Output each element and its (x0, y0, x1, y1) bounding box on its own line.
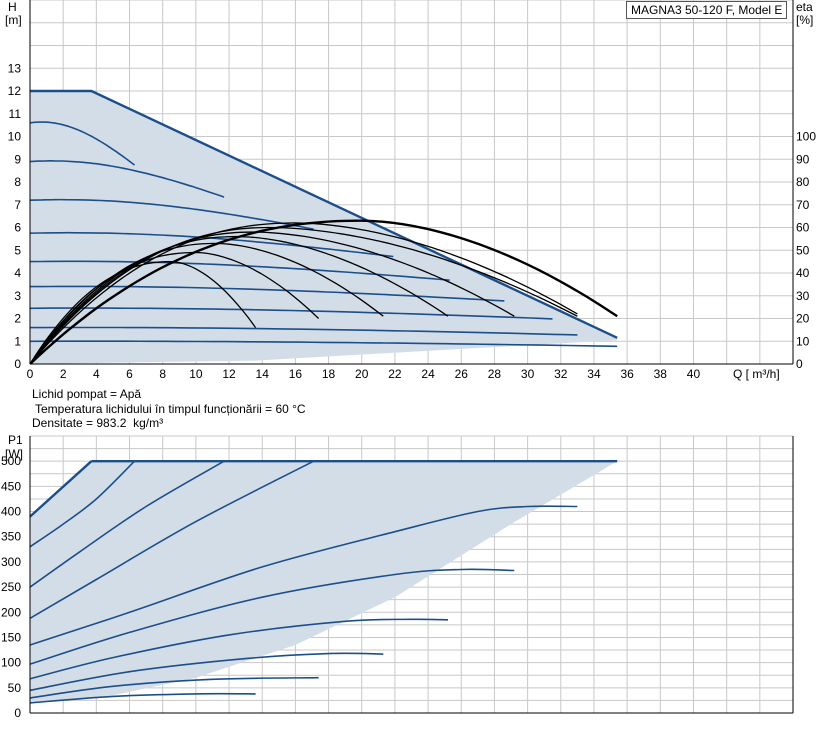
y-tick-label: 12 (8, 84, 22, 98)
head-curve (29, 326, 578, 336)
power-area (30, 461, 618, 704)
p1-tick-label: 450 (1, 479, 21, 493)
x-tick-label: 2 (60, 367, 67, 381)
p1-tick-label: 150 (1, 630, 21, 644)
y-axis-label: H (8, 0, 17, 14)
power-curve (29, 460, 314, 619)
y-tick-label: 7 (14, 198, 21, 212)
x-tick-label: 4 (93, 367, 100, 381)
eta-curve (29, 219, 618, 365)
y2-tick-label: 20 (796, 312, 810, 326)
head-curve (29, 121, 136, 166)
p1-tick-label: 50 (8, 681, 22, 695)
x-tick-label: 32 (554, 367, 568, 381)
y2-tick-label: 0 (796, 357, 803, 371)
power-curve (29, 618, 449, 680)
power-curve (29, 676, 319, 699)
p1-tick-label: 250 (1, 580, 21, 594)
y-tick-label: 3 (14, 289, 21, 303)
x-tick-label: 14 (256, 367, 270, 381)
power-curve (29, 505, 578, 646)
eta-curve (29, 226, 578, 365)
y-tick-label: 11 (9, 107, 22, 121)
head-chart: 0 2 4 6 8 10 12 14 16 18 20 22 24 26 28 30 32 34 36 38 40012… (5, 0, 816, 381)
y2-tick-label: 90 (796, 152, 810, 166)
y-tick-label: 2 (14, 312, 21, 326)
x-tick-label: 40 (687, 367, 701, 381)
head-curve (29, 260, 450, 281)
y-tick-label: 6 (14, 221, 21, 235)
x-tick-label: 0 (27, 367, 34, 381)
x-tick-label: 8 (159, 367, 166, 381)
x-tick-label: 12 (222, 367, 236, 381)
y-tick-label: 5 (14, 243, 21, 257)
p1-axis-label: P1 (8, 433, 23, 447)
head-curve (29, 160, 225, 198)
temperature-info: Temperatura lichidului în timpul funcțio… (35, 402, 306, 416)
y-axis-unit: [m] (5, 13, 22, 27)
density-info: Densitate = 983.2 kg/m³ (32, 416, 164, 430)
y-tick-label: 1 (14, 334, 21, 348)
operating-area (30, 91, 618, 364)
y2-axis-unit: [%] (796, 13, 813, 27)
x-tick-label: 34 (587, 367, 601, 381)
power-curve (29, 460, 225, 588)
x-tick-label: 18 (322, 367, 336, 381)
power-curve (29, 652, 384, 692)
power-curve (29, 460, 93, 518)
y-tick-label: 10 (8, 130, 22, 144)
head-curve (29, 198, 314, 230)
x-tick-label: 26 (455, 367, 469, 381)
p1-tick-label: 0 (14, 706, 21, 720)
eta-curve (29, 231, 515, 365)
x-tick-label: 20 (355, 367, 369, 381)
y2-tick-label: 30 (796, 289, 810, 303)
p1-tick-label: 400 (1, 505, 21, 519)
p1-tick-label: 200 (1, 605, 21, 619)
x-axis-label: Q [ m³/h] (733, 367, 780, 381)
x-tick-label: 16 (289, 367, 303, 381)
y2-tick-label: 100 (796, 130, 816, 144)
head-curve (29, 340, 618, 348)
p1-axis-unit: [W] (5, 447, 23, 461)
power-curve (29, 568, 515, 665)
x-tick-label: 24 (421, 367, 435, 381)
eta-curve (29, 242, 384, 365)
y-tick-label: 13 (8, 61, 22, 75)
x-tick-label: 38 (654, 367, 668, 381)
liquid-info: Lichid pompat = Apă (32, 387, 142, 401)
p1-tick-label: 500 (1, 454, 21, 468)
power-chart: 0 50 100 150 200 250 300 350 400 450 500 P1[W] (1, 433, 794, 720)
y2-tick-label: 40 (796, 266, 810, 280)
y2-tick-label: 70 (796, 198, 810, 212)
head-curve (29, 285, 505, 302)
head-curve (29, 307, 553, 320)
y2-tick-label: 10 (796, 334, 810, 348)
x-tick-label: 6 (126, 367, 133, 381)
x-tick-label: 36 (620, 367, 634, 381)
p1-tick-label: 100 (1, 656, 21, 670)
y-tick-label: 0 (14, 357, 21, 371)
y-tick-label: 4 (14, 266, 21, 280)
y2-tick-label: 80 (796, 175, 810, 189)
chart-title: MAGNA3 50-120 F, Model E (626, 1, 788, 19)
x-tick-label: 30 (521, 367, 535, 381)
y2-axis-label: eta (796, 0, 813, 14)
p1-tick-label: 350 (1, 530, 21, 544)
y-tick-label: 9 (14, 152, 21, 166)
y2-tick-label: 50 (796, 243, 810, 257)
power-curve (29, 460, 136, 548)
x-tick-label: 10 (189, 367, 203, 381)
x-tick-label: 22 (388, 367, 402, 381)
power-curve (29, 692, 256, 704)
x-tick-label: 28 (488, 367, 502, 381)
max-head-curve (30, 89, 618, 339)
y-tick-label: 8 (14, 175, 21, 189)
y2-tick-label: 60 (796, 221, 810, 235)
p1-tick-label: 300 (1, 555, 21, 569)
